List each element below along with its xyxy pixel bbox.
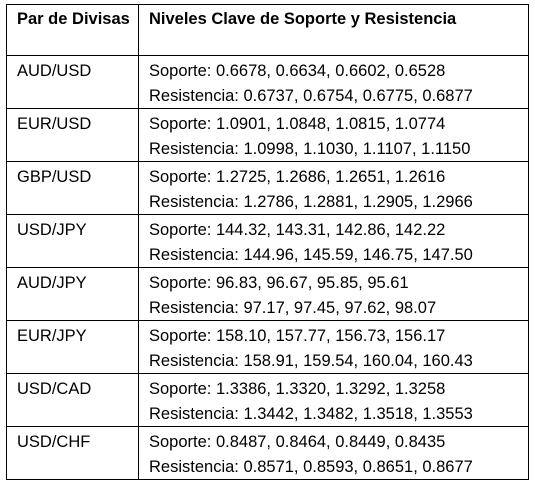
pair-cell: EUR/JPY xyxy=(6,320,139,374)
header-levels: Niveles Clave de Soporte y Resistencia xyxy=(138,4,529,56)
resistance-levels: Resistencia: 1.0998, 1.1030, 1.1107, 1.1… xyxy=(149,139,471,158)
levels-cell: Soporte: 0.6678, 0.6634, 0.6602, 0.6528 … xyxy=(138,55,529,109)
resistance-levels: Resistencia: 97.17, 97.45, 97.62, 98.07 xyxy=(149,298,437,317)
levels-cell: Soporte: 144.32, 143.31, 142.86, 142.22 … xyxy=(138,214,529,268)
table-row: USD/JPY Soporte: 144.32, 143.31, 142.86,… xyxy=(6,214,529,268)
pair-cell: GBP/USD xyxy=(6,161,139,215)
table-row: EUR/JPY Soporte: 158.10, 157.77, 156.73,… xyxy=(6,320,529,374)
header-pair: Par de Divisas xyxy=(6,4,139,56)
resistance-levels: Resistencia: 144.96, 145.59, 146.75, 147… xyxy=(149,245,473,264)
support-levels: Soporte: 158.10, 157.77, 156.73, 156.17 xyxy=(149,327,446,345)
levels-cell: Soporte: 1.0901, 1.0848, 1.0815, 1.0774 … xyxy=(138,108,529,162)
levels-cell: Soporte: 0.8487, 0.8464, 0.8449, 0.8435 … xyxy=(138,426,529,480)
support-levels: Soporte: 0.8487, 0.8464, 0.8449, 0.8435 xyxy=(149,433,446,451)
table-row: AUD/USD Soporte: 0.6678, 0.6634, 0.6602,… xyxy=(6,55,529,109)
pair-cell: USD/JPY xyxy=(6,214,139,268)
levels-cell: Soporte: 1.2725, 1.2686, 1.2651, 1.2616 … xyxy=(138,161,529,215)
resistance-levels: Resistencia: 158.91, 159.54, 160.04, 160… xyxy=(149,351,473,370)
levels-cell: Soporte: 158.10, 157.77, 156.73, 156.17 … xyxy=(138,320,529,374)
header-row: Par de Divisas Niveles Clave de Soporte … xyxy=(6,4,529,56)
table-row: EUR/USD Soporte: 1.0901, 1.0848, 1.0815,… xyxy=(6,108,529,162)
levels-cell: Soporte: 1.3386, 1.3320, 1.3292, 1.3258 … xyxy=(138,373,529,427)
pair-cell: AUD/USD xyxy=(6,55,139,109)
table-row: AUD/JPY Soporte: 96.83, 96.67, 95.85, 95… xyxy=(6,267,529,321)
resistance-levels: Resistencia: 1.3442, 1.3482, 1.3518, 1.3… xyxy=(149,404,473,423)
pair-cell: USD/CHF xyxy=(6,426,139,480)
table-row: GBP/USD Soporte: 1.2725, 1.2686, 1.2651,… xyxy=(6,161,529,215)
support-levels: Soporte: 1.0901, 1.0848, 1.0815, 1.0774 xyxy=(149,115,446,133)
support-levels: Soporte: 144.32, 143.31, 142.86, 142.22 xyxy=(149,221,446,239)
levels-cell: Soporte: 96.83, 96.67, 95.85, 95.61 Resi… xyxy=(138,267,529,321)
pair-cell: EUR/USD xyxy=(6,108,139,162)
resistance-levels: Resistencia: 0.6737, 0.6754, 0.6775, 0.6… xyxy=(149,86,473,105)
pair-cell: USD/CAD xyxy=(6,373,139,427)
support-levels: Soporte: 1.2725, 1.2686, 1.2651, 1.2616 xyxy=(149,168,446,186)
pair-cell: AUD/JPY xyxy=(6,267,139,321)
support-levels: Soporte: 96.83, 96.67, 95.85, 95.61 xyxy=(149,274,409,292)
support-levels: Soporte: 0.6678, 0.6634, 0.6602, 0.6528 xyxy=(149,62,446,80)
table-row: USD/CAD Soporte: 1.3386, 1.3320, 1.3292,… xyxy=(6,373,529,427)
levels-table: Par de Divisas Niveles Clave de Soporte … xyxy=(6,4,529,480)
resistance-levels: Resistencia: 0.8571, 0.8593, 0.8651, 0.8… xyxy=(149,457,473,476)
support-levels: Soporte: 1.3386, 1.3320, 1.3292, 1.3258 xyxy=(149,380,446,398)
table-row: USD/CHF Soporte: 0.8487, 0.8464, 0.8449,… xyxy=(6,426,529,480)
resistance-levels: Resistencia: 1.2786, 1.2881, 1.2905, 1.2… xyxy=(149,192,473,211)
